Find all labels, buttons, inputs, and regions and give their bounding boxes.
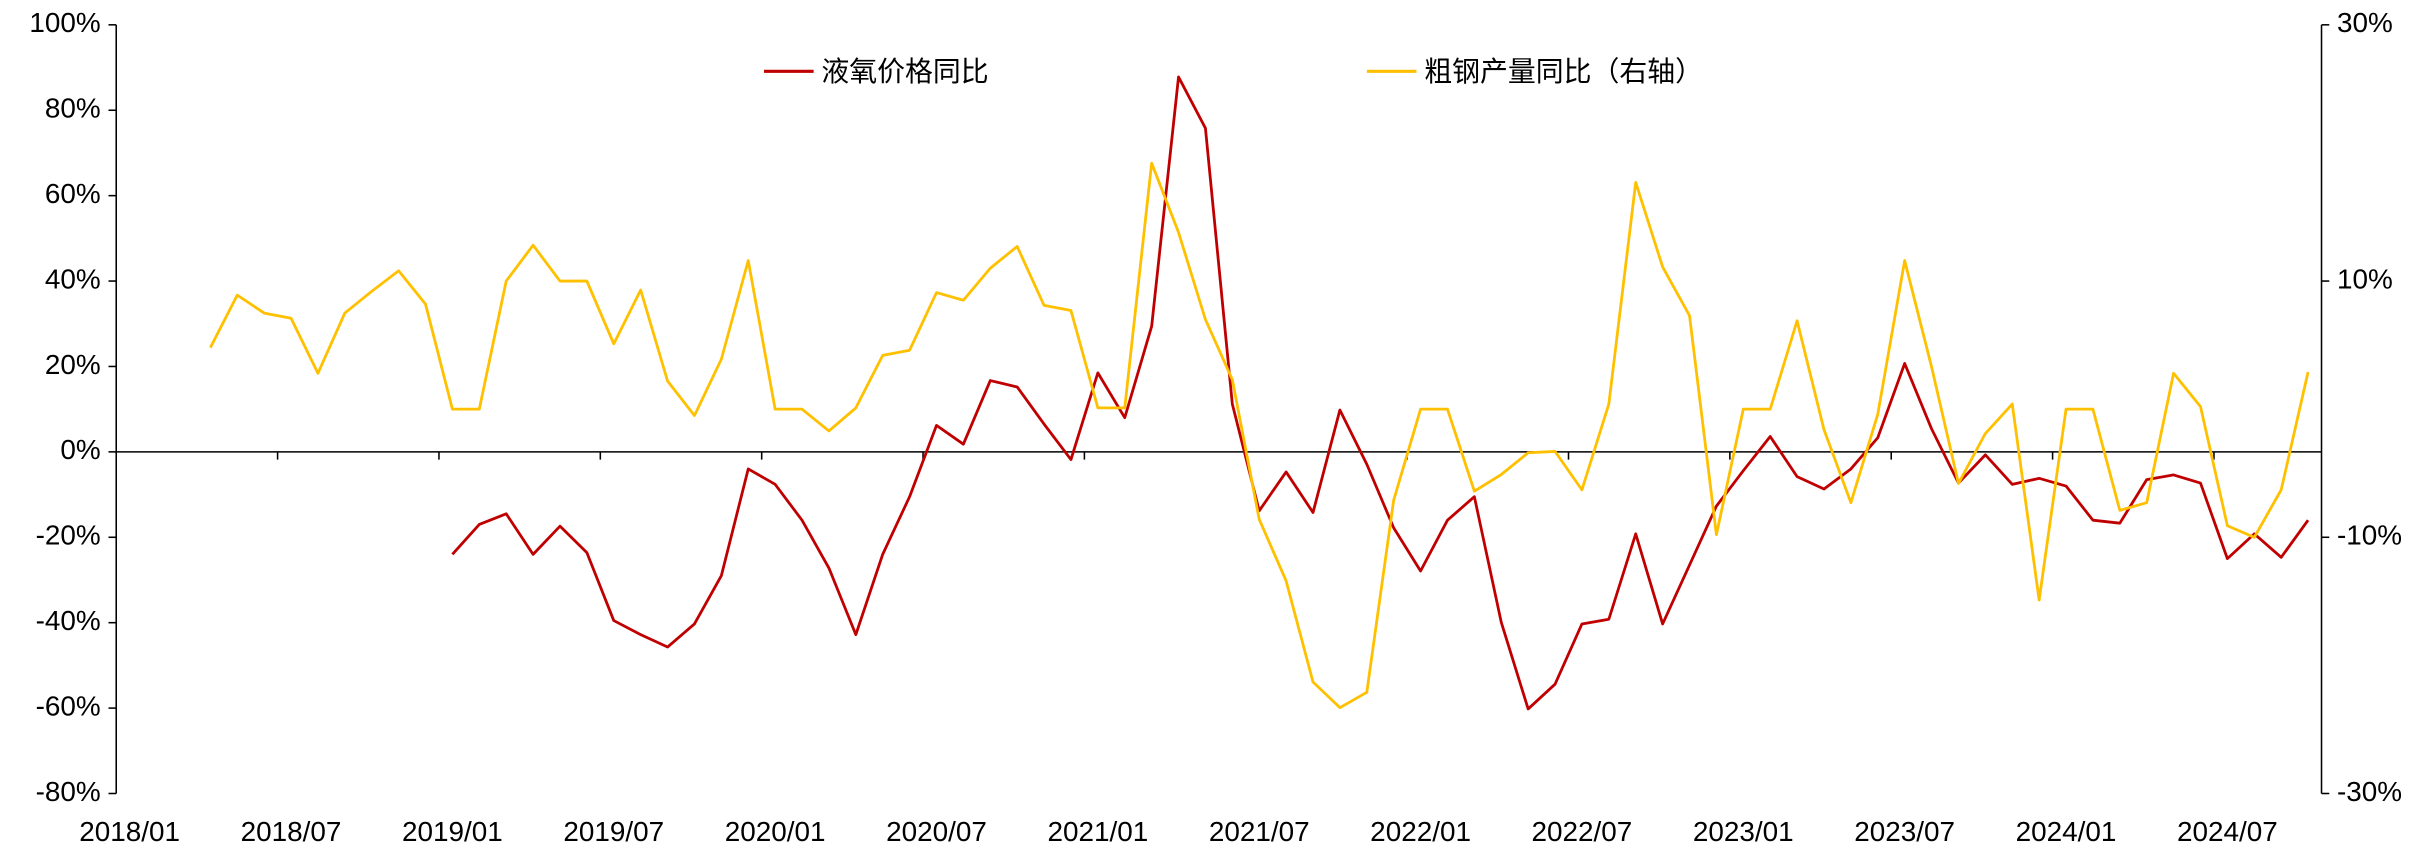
y-tick-label: 80% (45, 93, 101, 124)
x-tick-label: 2023/07 (1854, 816, 1955, 847)
x-tick-label: 2023/01 (1693, 816, 1794, 847)
x-tick-label: 2022/07 (1532, 816, 1633, 847)
x-tick-label: 2024/01 (2016, 816, 2117, 847)
y-tick-label: 40% (45, 263, 101, 294)
y-tick-label: 60% (45, 178, 101, 209)
x-tick-label: 2024/07 (2177, 816, 2278, 847)
y2-tick-label: 30% (2337, 7, 2393, 38)
x-tick-label: 2020/07 (886, 816, 987, 847)
x-tick-label: 2021/07 (1209, 816, 1310, 847)
y-tick-label: -40% (36, 605, 101, 636)
x-tick-label: 2019/01 (402, 816, 503, 847)
y2-tick-label: -30% (2337, 776, 2402, 807)
y-tick-label: -60% (36, 690, 101, 721)
series-line (451, 75, 2310, 711)
x-tick-label: 2021/01 (1047, 816, 1148, 847)
y-tick-label: -20% (36, 520, 101, 551)
x-tick-label: 2022/01 (1370, 816, 1471, 847)
legend-label: 液氧价格同比 (821, 55, 988, 88)
legend-label: 粗钢产量同比（右轴） (1424, 55, 1703, 88)
legend: 液氧价格同比 粗钢产量同比（右轴） (764, 55, 1703, 88)
x-tick-label: 2019/07 (563, 816, 664, 847)
y2-tick-label: 10% (2337, 263, 2393, 294)
y-tick-label: 100% (29, 7, 100, 38)
y2-tick-label: -10% (2337, 520, 2402, 551)
x-tick-label: 2018/01 (79, 816, 180, 847)
x-tick-label: 2020/01 (725, 816, 826, 847)
y-tick-label: 0% (60, 434, 100, 465)
y-tick-label: 20% (45, 349, 101, 380)
series-line (209, 161, 2310, 710)
x-tick-label: 2018/07 (241, 816, 342, 847)
y-tick-label: -80% (36, 776, 101, 807)
